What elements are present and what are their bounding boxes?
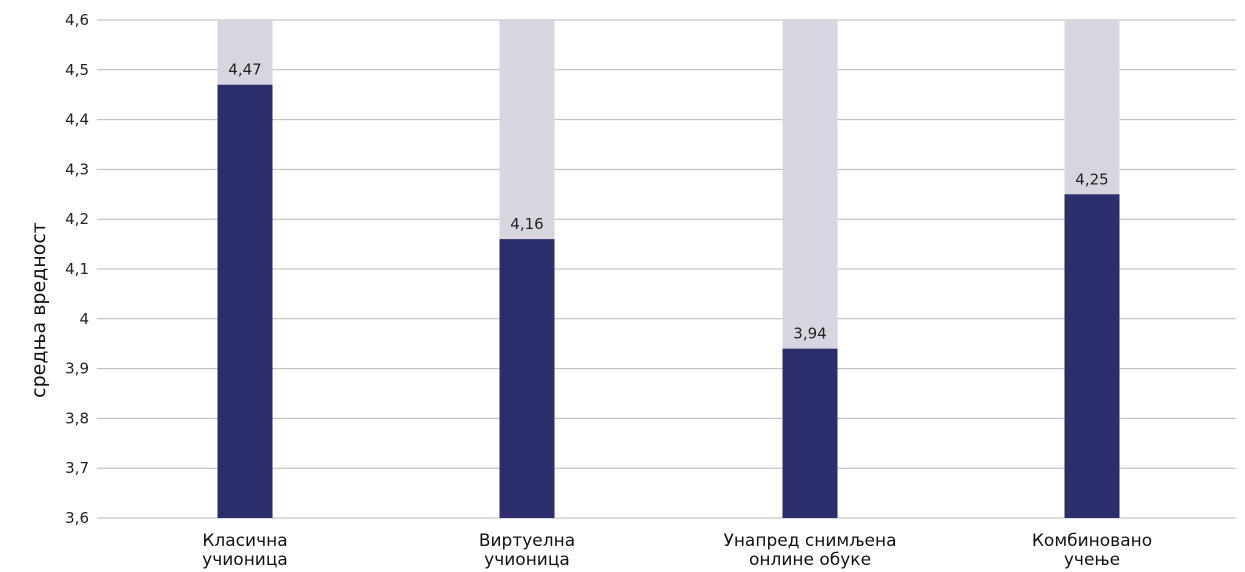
y-tick-label: 4,3 <box>65 160 89 178</box>
category-label: Класична <box>202 531 287 551</box>
data-label: 3,94 <box>793 325 826 343</box>
y-axis-label: средња вредност <box>28 222 50 398</box>
y-tick-label: 3,7 <box>65 459 89 477</box>
y-tick-label: 4,1 <box>65 260 89 278</box>
y-tick-label: 4,2 <box>65 210 89 228</box>
category-label: Унапред снимљена <box>723 531 896 551</box>
category-label: онлине обуке <box>749 550 871 570</box>
category-label: Виртуелна <box>479 531 575 551</box>
bar <box>1064 194 1120 519</box>
data-label: 4,25 <box>1075 170 1108 188</box>
category-label: Комбиновано <box>1032 531 1152 551</box>
data-label: 4,16 <box>510 215 543 233</box>
bar <box>782 348 838 518</box>
bar <box>217 84 273 519</box>
data-label: 4,47 <box>228 61 261 79</box>
y-tick-label: 3,6 <box>65 509 89 527</box>
y-tick-label: 3,9 <box>65 360 89 378</box>
category-label: учионица <box>202 550 288 570</box>
bar <box>499 239 555 518</box>
category-label: учионица <box>484 550 570 570</box>
labels: 3,63,73,83,944,14,24,34,44,54,64,47Класи… <box>65 11 1152 570</box>
bars <box>217 20 1120 519</box>
y-tick-label: 3,8 <box>65 409 89 427</box>
y-tick-label: 4,4 <box>65 111 89 129</box>
category-label: учење <box>1064 550 1120 570</box>
y-tick-label: 4,6 <box>65 11 89 29</box>
gridlines <box>97 19 1236 519</box>
y-tick-label: 4,5 <box>65 61 89 79</box>
y-tick-label: 4 <box>79 310 89 328</box>
